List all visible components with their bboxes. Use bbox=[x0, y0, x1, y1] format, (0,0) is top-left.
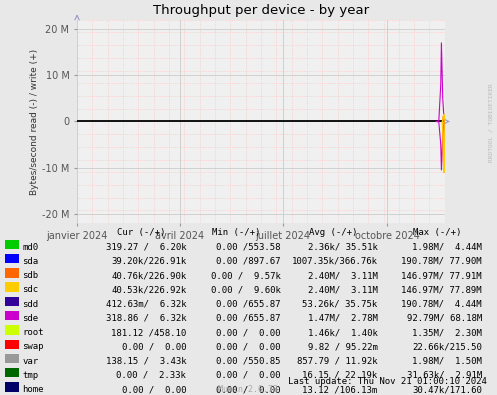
Text: tmp: tmp bbox=[22, 371, 38, 380]
Text: sdd: sdd bbox=[22, 300, 38, 308]
FancyBboxPatch shape bbox=[5, 339, 19, 349]
FancyBboxPatch shape bbox=[5, 311, 19, 320]
Text: sda: sda bbox=[22, 257, 38, 266]
Text: 40.76k/226.90k: 40.76k/226.90k bbox=[111, 271, 186, 280]
Text: 190.78M/  4.44M: 190.78M/ 4.44M bbox=[402, 300, 482, 308]
Text: root: root bbox=[22, 328, 44, 337]
Text: Max (-/+): Max (-/+) bbox=[413, 228, 462, 237]
Text: Avg (-/+): Avg (-/+) bbox=[309, 228, 357, 237]
Text: 0.00 /897.67: 0.00 /897.67 bbox=[216, 257, 281, 266]
Text: 190.78M/ 77.90M: 190.78M/ 77.90M bbox=[402, 257, 482, 266]
Text: sdb: sdb bbox=[22, 271, 38, 280]
Text: 1.98M/  4.44M: 1.98M/ 4.44M bbox=[412, 243, 482, 252]
Text: 0.00 /655.87: 0.00 /655.87 bbox=[216, 314, 281, 323]
Text: 857.79 / 11.92k: 857.79 / 11.92k bbox=[297, 357, 378, 366]
Text: 319.27 /  6.20k: 319.27 / 6.20k bbox=[106, 243, 186, 252]
Text: 0.00 /  0.00: 0.00 / 0.00 bbox=[216, 385, 281, 394]
Text: 138.15 /  3.43k: 138.15 / 3.43k bbox=[106, 357, 186, 366]
Text: Last update: Thu Nov 21 01:00:10 2024: Last update: Thu Nov 21 01:00:10 2024 bbox=[288, 377, 487, 386]
Text: 9.82 / 95.22m: 9.82 / 95.22m bbox=[308, 342, 378, 352]
Text: 92.79M/ 68.18M: 92.79M/ 68.18M bbox=[407, 314, 482, 323]
Text: 1.46k/  1.40k: 1.46k/ 1.40k bbox=[308, 328, 378, 337]
Text: Munin 2.0.73: Munin 2.0.73 bbox=[219, 385, 278, 394]
Text: 30.47k/171.60: 30.47k/171.60 bbox=[412, 385, 482, 394]
Text: 1.98M/  1.50M: 1.98M/ 1.50M bbox=[412, 357, 482, 366]
Text: 2.36k/ 35.51k: 2.36k/ 35.51k bbox=[308, 243, 378, 252]
Text: 0.00 /  0.00: 0.00 / 0.00 bbox=[122, 342, 186, 352]
Text: Cur (-/+): Cur (-/+) bbox=[117, 228, 166, 237]
Y-axis label: Bytes/second read (-) / write (+): Bytes/second read (-) / write (+) bbox=[30, 49, 39, 194]
Text: 412.63m/  6.32k: 412.63m/ 6.32k bbox=[106, 300, 186, 308]
Text: 0.00 /  9.57k: 0.00 / 9.57k bbox=[211, 271, 281, 280]
Text: 181.12 /458.10: 181.12 /458.10 bbox=[111, 328, 186, 337]
Title: Throughput per device - by year: Throughput per device - by year bbox=[153, 4, 369, 17]
Text: 318.86 /  6.32k: 318.86 / 6.32k bbox=[106, 314, 186, 323]
FancyBboxPatch shape bbox=[5, 268, 19, 278]
FancyBboxPatch shape bbox=[5, 240, 19, 249]
Text: 0.00 /  0.00: 0.00 / 0.00 bbox=[122, 385, 186, 394]
Text: md0: md0 bbox=[22, 243, 38, 252]
Text: 0.00 /  2.33k: 0.00 / 2.33k bbox=[116, 371, 186, 380]
Text: 13.12 /106.13m: 13.12 /106.13m bbox=[303, 385, 378, 394]
Text: 2.40M/  3.11M: 2.40M/ 3.11M bbox=[308, 271, 378, 280]
Text: 31.63k/  2.91M: 31.63k/ 2.91M bbox=[407, 371, 482, 380]
Text: 2.40M/  3.11M: 2.40M/ 3.11M bbox=[308, 285, 378, 294]
Text: 0.00 /550.85: 0.00 /550.85 bbox=[216, 357, 281, 366]
Text: 1.35M/  2.30M: 1.35M/ 2.30M bbox=[412, 328, 482, 337]
Text: home: home bbox=[22, 385, 44, 394]
FancyBboxPatch shape bbox=[5, 354, 19, 363]
Text: Min (-/+): Min (-/+) bbox=[212, 228, 260, 237]
Text: swap: swap bbox=[22, 342, 44, 352]
FancyBboxPatch shape bbox=[5, 282, 19, 292]
Text: 1.47M/  2.78M: 1.47M/ 2.78M bbox=[308, 314, 378, 323]
Text: 0.00 /553.58: 0.00 /553.58 bbox=[216, 243, 281, 252]
Text: 0.00 /  0.00: 0.00 / 0.00 bbox=[216, 328, 281, 337]
Text: 0.00 /  0.00: 0.00 / 0.00 bbox=[216, 371, 281, 380]
Text: 0.00 /655.87: 0.00 /655.87 bbox=[216, 300, 281, 308]
FancyBboxPatch shape bbox=[5, 297, 19, 306]
Text: 39.20k/226.91k: 39.20k/226.91k bbox=[111, 257, 186, 266]
Text: 0.00 /  0.00: 0.00 / 0.00 bbox=[216, 342, 281, 352]
FancyBboxPatch shape bbox=[5, 325, 19, 335]
Text: sde: sde bbox=[22, 314, 38, 323]
Text: 146.97M/ 77.89M: 146.97M/ 77.89M bbox=[402, 285, 482, 294]
FancyBboxPatch shape bbox=[5, 368, 19, 378]
Text: 40.53k/226.92k: 40.53k/226.92k bbox=[111, 285, 186, 294]
Text: 22.66k/215.50: 22.66k/215.50 bbox=[412, 342, 482, 352]
Text: 0.00 /  9.60k: 0.00 / 9.60k bbox=[211, 285, 281, 294]
Text: 53.26k/ 35.75k: 53.26k/ 35.75k bbox=[303, 300, 378, 308]
Text: 16.15 / 22.19k: 16.15 / 22.19k bbox=[303, 371, 378, 380]
Text: sdc: sdc bbox=[22, 285, 38, 294]
Text: 146.97M/ 77.91M: 146.97M/ 77.91M bbox=[402, 271, 482, 280]
FancyBboxPatch shape bbox=[5, 382, 19, 392]
Text: 1007.35k/366.76k: 1007.35k/366.76k bbox=[292, 257, 378, 266]
FancyBboxPatch shape bbox=[5, 254, 19, 263]
Text: RRDTOOL / TOBIOETIKER: RRDTOOL / TOBIOETIKER bbox=[489, 83, 494, 162]
Text: var: var bbox=[22, 357, 38, 366]
